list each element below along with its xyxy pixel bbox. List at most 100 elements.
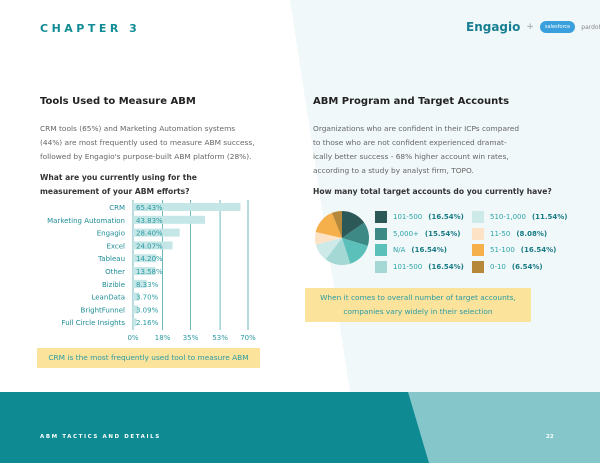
bar [133, 267, 156, 275]
right-title: ABM Program and Target Accounts [313, 96, 510, 107]
category-label: Other [105, 268, 125, 276]
pie-slice [315, 212, 342, 238]
legend-label: 5,000+ [393, 229, 419, 238]
footer-band [0, 392, 600, 463]
left-title: Tools Used to Measure ABM [40, 96, 196, 107]
pie-slice [342, 222, 369, 246]
line: ically better success - 68% higher accou… [313, 152, 509, 161]
line: companies vary widely in their selection [343, 307, 493, 316]
legend-swatch [375, 227, 387, 240]
legend-item: 0-10 (6.54%) [472, 260, 543, 273]
x-tick-label: 35% [183, 334, 199, 342]
legend-item: 101-500 (16.54%) [375, 260, 464, 273]
legend-swatch [472, 260, 484, 273]
bar-chart: 0% 18% 35% 53% 70% CRM 65.43% Marketing Automat… [47, 200, 256, 342]
right-question: How many total target accounts do you cu… [313, 187, 552, 196]
data-label: 24.07% [136, 242, 163, 250]
category-label: Tableau [97, 255, 125, 263]
category-label: LeanData [91, 294, 125, 302]
bar [133, 241, 173, 250]
x-tick-label: 18% [155, 334, 171, 342]
x-tick-label: 70% [240, 334, 256, 342]
data-label: 2.16% [136, 319, 159, 327]
bar [133, 203, 241, 211]
legend-value: (6.54%) [511, 262, 543, 271]
legend-swatch [375, 244, 387, 256]
data-label: 65.43% [136, 204, 163, 212]
pie-slice [342, 238, 368, 264]
category-label: CRM [109, 204, 125, 212]
data-label: 28.40% [136, 230, 163, 238]
legend-swatch [472, 211, 484, 223]
line: What are you currently using for the [40, 173, 197, 182]
pie-slice [331, 211, 342, 238]
bar [133, 228, 180, 237]
line: followed by Engagio's purpose-built ABM … [40, 152, 252, 161]
category-label: Bizible [102, 281, 125, 289]
legend-label: 0-10 [490, 262, 506, 271]
legend-item: 51-100 (16.54%) [472, 244, 556, 256]
bar [133, 318, 137, 327]
legend-swatch [472, 244, 484, 256]
left-question: What are you currently using for the mea… [40, 171, 197, 199]
legend-label: 101-500 [393, 262, 423, 271]
line: measurement of your ABM efforts? [40, 187, 190, 196]
footer-text: ABM TACTICS AND DETAILS [40, 434, 161, 440]
legend-item: 101-500 (16.54%) [375, 211, 464, 223]
bar [133, 215, 206, 224]
left-callout: CRM is the most frequently used tool to … [37, 348, 260, 368]
legend-value: (16.54%) [428, 213, 464, 221]
legend-value: (8.08%) [516, 229, 548, 238]
plus-sign: + [526, 22, 534, 32]
legend-label: 11-50 [490, 229, 511, 238]
legend-value: (16.54%) [520, 246, 557, 254]
salesforce-logo: salesforce [539, 21, 576, 33]
line: CRM tools (65%) and Marketing Automation… [40, 124, 236, 133]
bar [133, 305, 139, 314]
left-paragraph: CRM tools (65%) and Marketing Automation… [40, 122, 290, 164]
data-label: 13.58% [136, 268, 163, 276]
legend-item: 510-1,000 (11.54%) [472, 211, 568, 223]
pie-slice [315, 231, 342, 245]
legend-swatch [472, 227, 484, 240]
category-label: Engagio [97, 230, 125, 238]
category-label: Marketing Automation [47, 217, 125, 225]
legend-label: N/A [393, 246, 406, 254]
pardot-logo: pardot [581, 23, 600, 31]
page-number: 22 [546, 434, 554, 440]
data-label: 43.83% [136, 217, 163, 225]
pie-chart [315, 211, 369, 265]
legend-swatch [375, 211, 387, 223]
legend-item: 11-50 (8.08%) [472, 227, 548, 240]
data-label: 8.33% [136, 281, 159, 289]
category-label: BrightFunnel [81, 306, 126, 314]
legend-value: (11.54%) [531, 213, 568, 221]
legend-item: N/A (16.54%) [375, 244, 447, 256]
engagio-logo: Engagio [466, 20, 521, 34]
bar [133, 279, 147, 288]
legend-label: 510-1,000 [490, 213, 526, 221]
category-label: Full Circle Insights [62, 319, 126, 327]
pie-slice [342, 211, 365, 238]
right-callout: When it comes to overall number of targe… [305, 288, 531, 322]
x-tick-label: 53% [212, 334, 228, 342]
legend-value: (16.54%) [411, 246, 447, 254]
logos: Engagio + salesforce pardot [466, 20, 600, 34]
line: (44%) are most frequently used to measur… [40, 138, 255, 147]
legend-swatch [375, 260, 387, 273]
data-label: 14.20% [136, 255, 163, 263]
line: to those who are not confident experienc… [313, 138, 507, 147]
right-paragraph: Organizations who are confident in their… [313, 122, 593, 178]
legend-value: (16.54%) [428, 262, 464, 271]
legend-item: 5,000+ (15.54%) [375, 227, 461, 240]
pie-slice [315, 238, 342, 260]
category-label: Excel [106, 242, 125, 250]
legend-value: (15.54%) [424, 229, 461, 238]
line: Organizations who are confident in their… [313, 124, 520, 133]
data-label: 3.70% [136, 294, 159, 302]
line: according to a study by analyst firm, TO… [313, 166, 474, 175]
data-label: 3.09% [136, 306, 159, 314]
line: When it comes to overall number of targe… [320, 293, 516, 302]
legend-label: 51-100 [490, 246, 515, 254]
legend-label: 101-500 [393, 213, 423, 221]
